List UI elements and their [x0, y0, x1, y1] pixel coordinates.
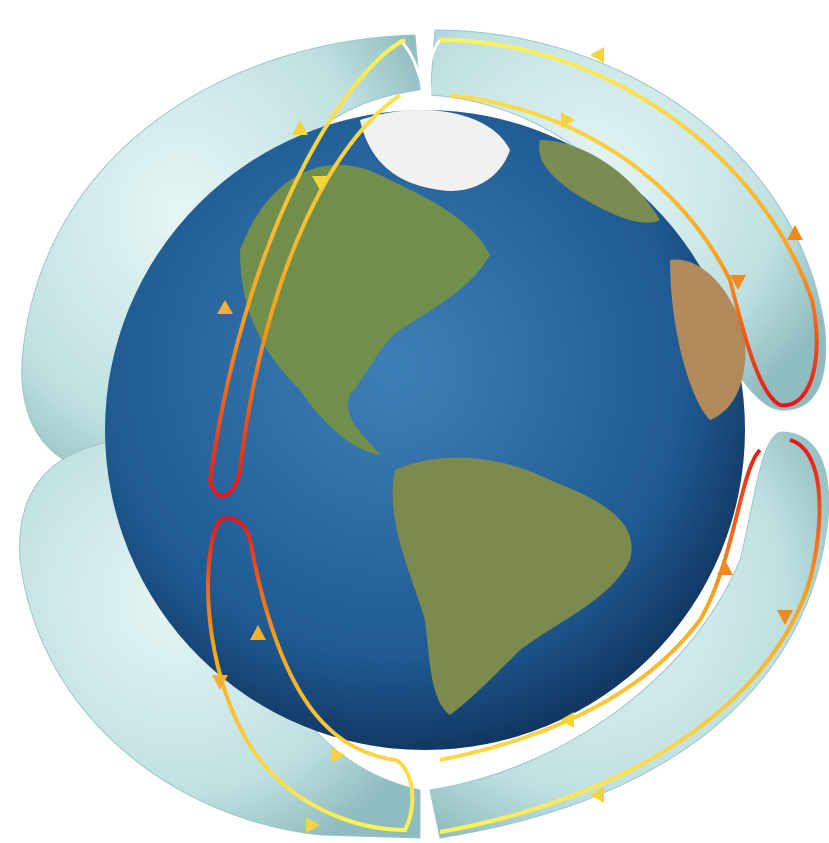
north-america — [240, 164, 490, 455]
arrow — [217, 300, 233, 314]
arrow — [777, 610, 793, 625]
arrow — [212, 675, 228, 690]
greenland — [360, 110, 510, 191]
arrow — [312, 176, 328, 190]
loop-lower-right — [439, 438, 822, 834]
arrow — [250, 625, 266, 640]
arrow — [292, 120, 308, 135]
shell-lower-right — [429, 431, 829, 839]
arrow — [561, 112, 575, 128]
europe — [539, 140, 660, 223]
south-america — [392, 457, 632, 715]
loop-upper-right — [439, 38, 819, 408]
arrow — [560, 712, 574, 728]
arrow — [730, 275, 746, 290]
arrow — [717, 560, 733, 575]
africa — [670, 259, 746, 420]
arrow — [590, 47, 604, 63]
arrow — [306, 817, 320, 833]
loop-upper-left — [207, 38, 406, 498]
arrow — [787, 225, 803, 240]
arrows — [212, 47, 803, 833]
shell-rim — [398, 38, 442, 102]
arrow — [331, 747, 345, 763]
arrow — [590, 787, 604, 803]
